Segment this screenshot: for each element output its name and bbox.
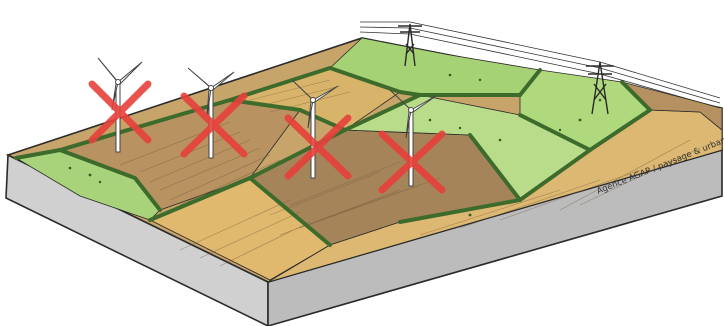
wind-turbine-4 [389,89,437,187]
crosses [88,80,446,194]
cross-icon [378,130,446,194]
pylon-icon [586,61,614,115]
hedge-7 [328,66,542,97]
cross-icon [284,114,352,180]
hedge-5 [468,133,522,202]
hedge-2 [148,93,422,222]
pylon-1 [398,23,422,67]
hedge-6 [228,98,347,132]
power-line [359,21,721,109]
hedge-8 [518,113,592,152]
hedge-1 [58,148,162,212]
hedge-9 [620,80,652,112]
hedgerows [14,66,652,247]
wind-turbine-icon [389,89,437,187]
hedge-4 [398,108,652,224]
pylon-icon [398,23,422,67]
cross-icon [88,80,152,144]
hedge-10 [14,66,332,160]
hedge-3 [248,176,332,247]
cross-icon [180,92,248,158]
shrubs [68,73,602,217]
pylon-2 [586,61,614,115]
